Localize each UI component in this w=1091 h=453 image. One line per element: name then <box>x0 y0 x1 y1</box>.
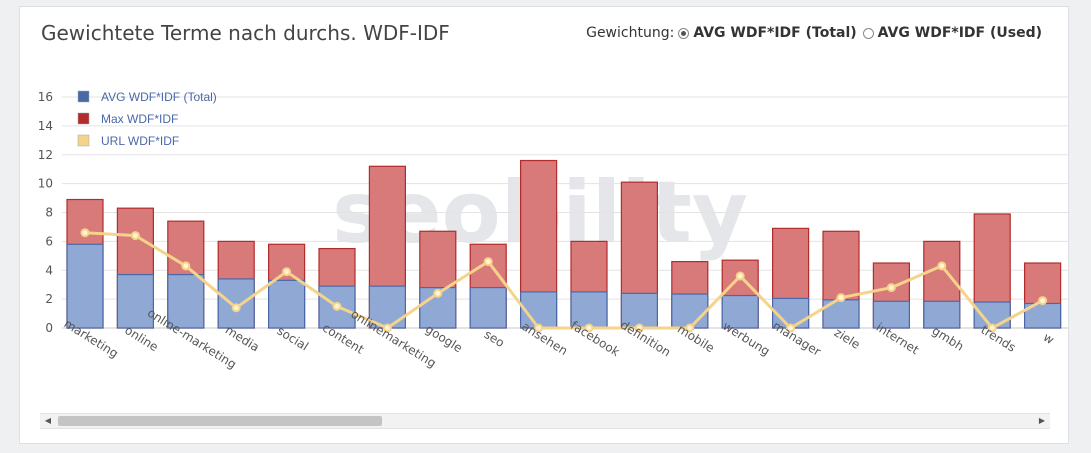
y-tick-label: 12 <box>38 148 53 162</box>
horizontal-scrollbar[interactable]: ◀ ▶ <box>40 413 1050 429</box>
url-point[interactable] <box>886 283 896 293</box>
url-point[interactable] <box>1038 296 1048 306</box>
option-avg-used[interactable]: AVG WDF*IDF (Used) <box>877 25 1042 41</box>
url-point[interactable] <box>433 288 443 298</box>
chart-title: Gewichtete Terme nach durchs. WDF-IDF <box>41 21 450 45</box>
url-point[interactable] <box>786 323 796 333</box>
bar-avg[interactable] <box>671 293 709 329</box>
url-point[interactable] <box>231 303 241 313</box>
url-line <box>80 228 1048 333</box>
url-point[interactable] <box>584 323 594 333</box>
url-point[interactable] <box>735 271 745 281</box>
legend: AVG WDF*IDF (Total) Max WDF*IDF URL WDF*ID… <box>77 90 217 148</box>
bar-avg[interactable] <box>872 300 911 329</box>
legend-swatch <box>77 112 90 125</box>
url-point[interactable] <box>987 323 997 333</box>
url-point[interactable] <box>130 231 140 241</box>
y-tick-label: 10 <box>38 177 53 191</box>
legend-swatch <box>77 90 90 103</box>
url-point[interactable] <box>634 323 644 333</box>
bar-avg[interactable] <box>570 291 608 329</box>
grid-lines <box>62 96 1068 329</box>
y-tick-label: 8 <box>45 206 53 220</box>
bar-avg[interactable] <box>268 279 306 329</box>
legend-label[interactable]: URL WDF*IDF <box>101 134 179 148</box>
y-tick-label: 16 <box>38 90 53 104</box>
url-point[interactable] <box>937 261 947 271</box>
url-point[interactable] <box>836 293 846 303</box>
radio-avg-total[interactable] <box>678 27 690 39</box>
bar-avg[interactable] <box>620 292 659 329</box>
url-point[interactable] <box>534 323 544 333</box>
url-point[interactable] <box>181 261 191 271</box>
chart-panel: Gewichtete Terme nach durchs. WDF-IDF Ge… <box>19 6 1069 444</box>
url-point[interactable] <box>80 228 90 238</box>
bar-avg[interactable] <box>721 294 759 329</box>
legend-swatch <box>77 134 90 147</box>
scroll-thumb[interactable] <box>58 416 382 426</box>
x-tick-label: w <box>1041 330 1057 347</box>
bar-avg[interactable] <box>1023 302 1062 329</box>
x-tick-label: ziele <box>832 325 863 352</box>
url-point[interactable] <box>332 301 342 311</box>
radio-avg-used[interactable] <box>862 27 874 39</box>
weighting-label: Gewichtung: <box>586 25 675 41</box>
bar-avg[interactable] <box>66 243 104 329</box>
legend-label[interactable]: Max WDF*IDF <box>101 112 178 126</box>
scroll-right-icon[interactable]: ▶ <box>1038 416 1046 425</box>
scroll-left-icon[interactable]: ◀ <box>44 416 52 425</box>
url-series-line <box>84 231 1044 330</box>
weighting-selector: Gewichtung: AVG WDF*IDF (Total) AVG WDF*… <box>586 25 1048 41</box>
url-point[interactable] <box>382 323 392 333</box>
y-axis: 0 2 4 6 8 10 12 14 16 <box>38 90 53 335</box>
x-tick-label: seo <box>482 327 507 350</box>
y-tick-label: 0 <box>45 321 53 335</box>
url-point[interactable] <box>483 257 493 267</box>
bar-avg[interactable] <box>167 273 205 329</box>
bar-avg[interactable] <box>771 297 810 329</box>
url-point[interactable] <box>685 323 695 333</box>
url-point[interactable] <box>282 267 292 277</box>
bar-avg[interactable] <box>116 273 155 329</box>
option-avg-total[interactable]: AVG WDF*IDF (Total) <box>693 25 857 41</box>
legend-label[interactable]: AVG WDF*IDF (Total) <box>101 90 217 104</box>
bar-avg[interactable] <box>469 286 507 329</box>
y-tick-label: 2 <box>45 292 53 306</box>
bar-avg[interactable] <box>923 300 961 329</box>
y-tick-label: 14 <box>38 119 53 133</box>
y-tick-label: 6 <box>45 234 53 248</box>
y-tick-label: 4 <box>45 263 53 277</box>
